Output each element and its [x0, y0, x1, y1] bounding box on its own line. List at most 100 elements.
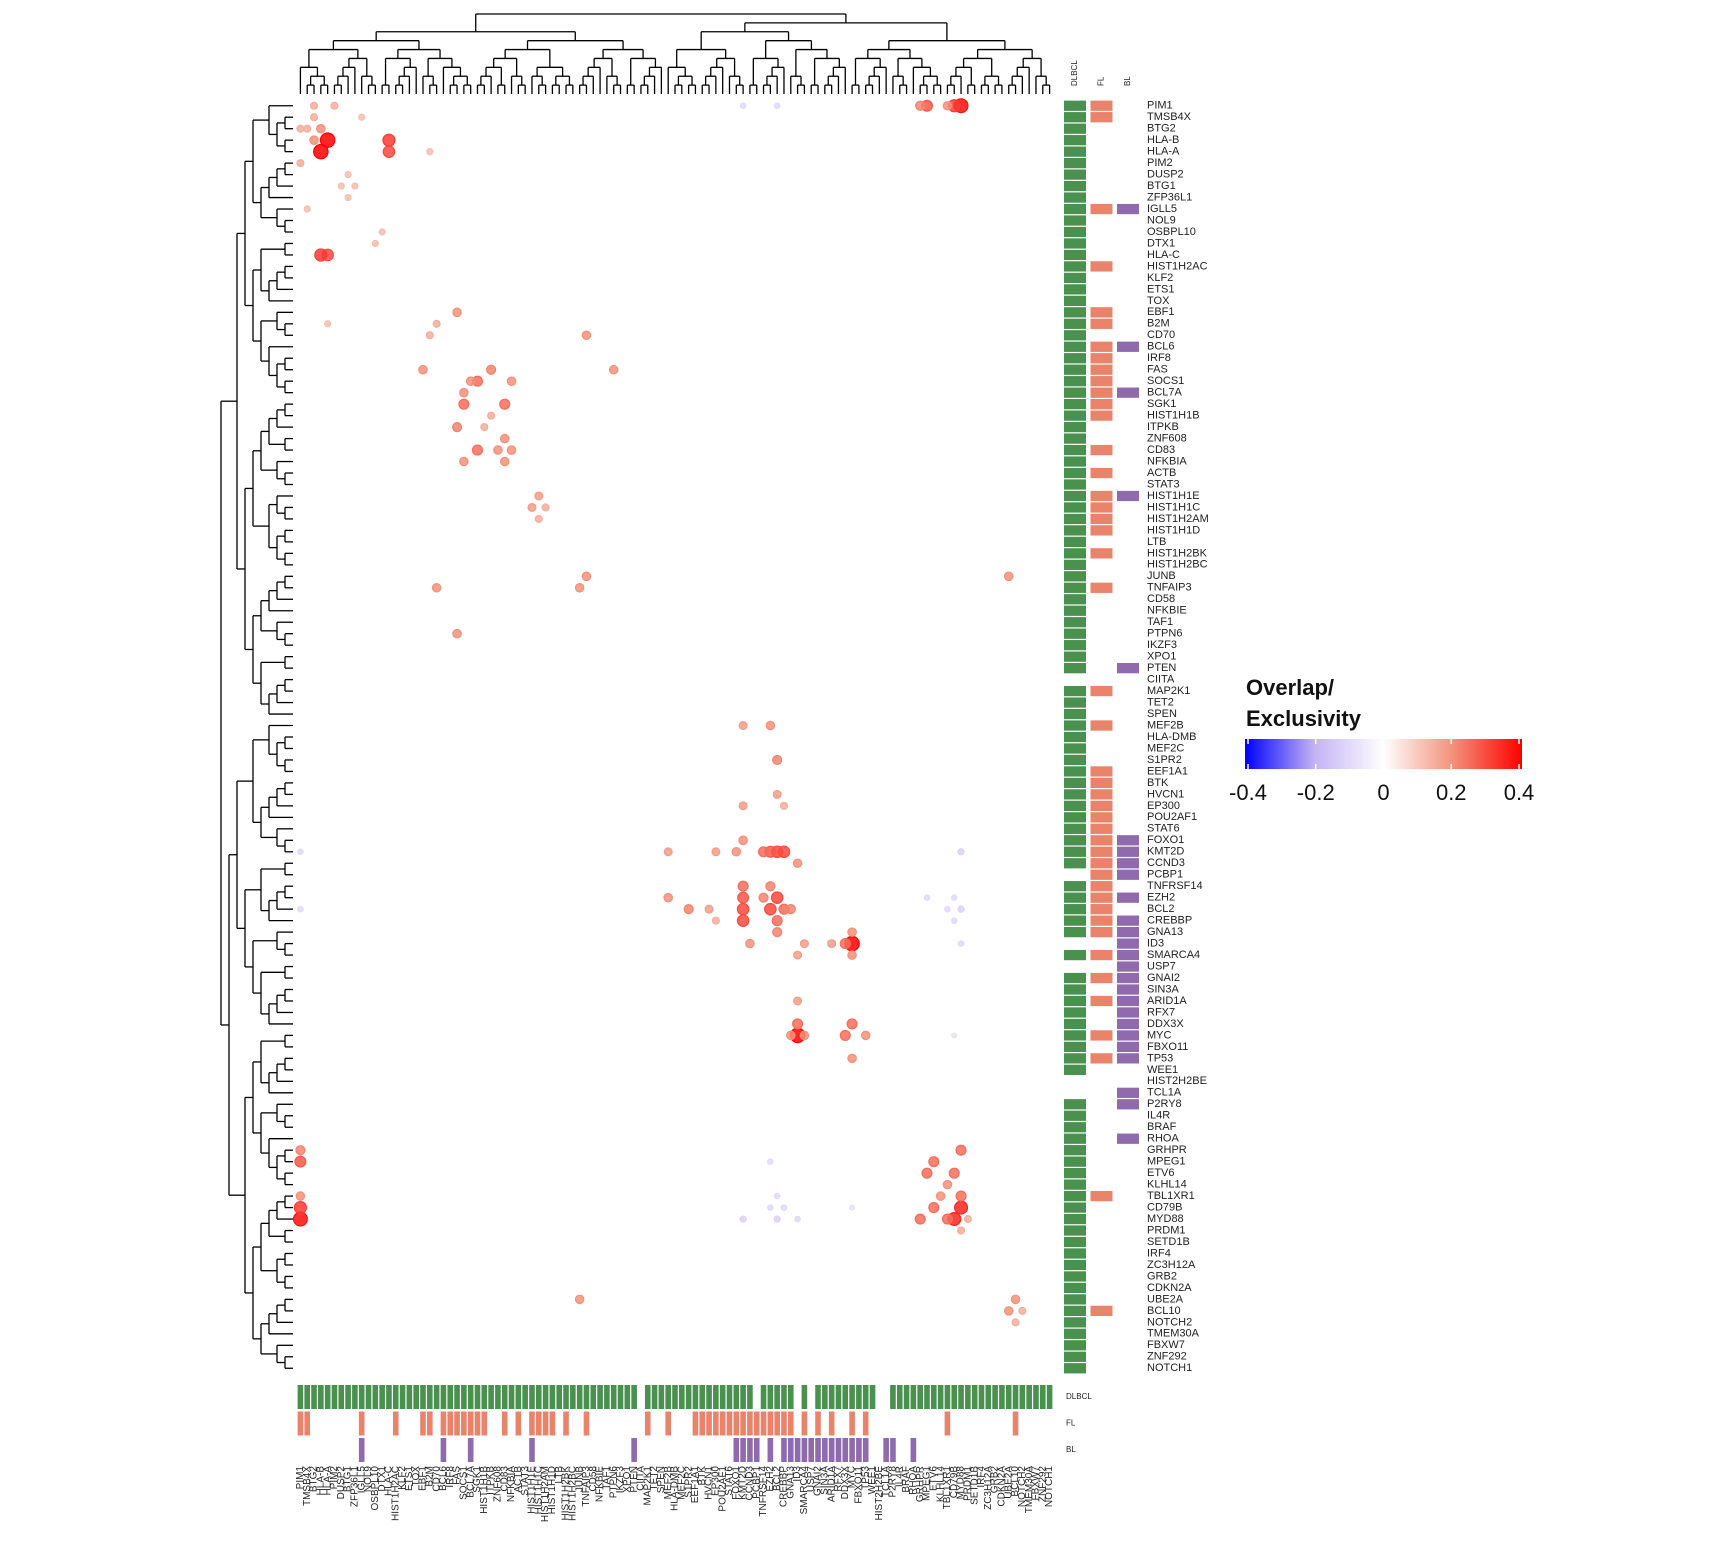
annotation-cell — [815, 1411, 821, 1436]
row-label: IRF4 — [1147, 1247, 1171, 1259]
annotation-cell — [1064, 444, 1086, 456]
row-label: NFKBIA — [1147, 455, 1187, 467]
annotation-cell — [869, 1385, 876, 1409]
annotation-cell — [903, 1385, 910, 1409]
cell-dot — [1003, 571, 1014, 582]
annotation-cell — [1064, 1145, 1086, 1156]
annotation-cell — [1064, 892, 1086, 903]
row-label: HIST1H1C — [1147, 501, 1200, 513]
annotation-cell — [1064, 364, 1086, 375]
row-label: BCL7A — [1147, 387, 1183, 399]
annotation-cell — [856, 1438, 862, 1462]
annotation-cell — [1064, 559, 1086, 570]
annotation-cell — [1090, 467, 1113, 479]
cell-dot — [915, 100, 926, 111]
cell-dot — [942, 100, 953, 111]
row-label: PIM1 — [1147, 100, 1173, 112]
col-label: NOTCH2 — [1017, 1466, 1028, 1508]
annotation-cell — [740, 1385, 746, 1409]
annotation-cell — [474, 1385, 481, 1409]
row-label: B2M — [1147, 318, 1170, 330]
cell-dot — [316, 123, 326, 134]
col-label: DUSP2 — [336, 1466, 347, 1500]
annotation-cell — [1090, 399, 1113, 410]
row-label: SPEN — [1147, 708, 1177, 720]
annotation-cell — [1064, 215, 1086, 226]
annotation-cell — [706, 1411, 712, 1436]
annotation-cell — [529, 1411, 535, 1436]
annotation-cell — [563, 1385, 569, 1409]
col-label: ZC3H12A — [983, 1466, 994, 1510]
col-label: NOL9 — [363, 1466, 374, 1493]
cell-dot — [292, 1211, 308, 1227]
annotation-label: DLBCL — [1066, 1392, 1092, 1401]
cell-dot — [827, 939, 837, 949]
cell-dot — [459, 387, 469, 398]
annotation-cell — [1090, 376, 1113, 387]
annotation-cell — [1090, 410, 1113, 421]
annotation-cell — [672, 1385, 678, 1409]
annotation-cell — [822, 1385, 828, 1409]
annotation-cell — [1064, 1007, 1086, 1018]
row-label: EEF1A1 — [1147, 765, 1188, 777]
col-label: SPEN — [656, 1466, 667, 1493]
annotation-cell — [549, 1385, 556, 1409]
annotation-cell — [1090, 502, 1113, 513]
cell-dot — [792, 858, 803, 869]
annotation-cell — [1064, 1018, 1086, 1030]
annotation-cell — [372, 1385, 379, 1409]
annotation-cell — [1033, 1385, 1039, 1409]
cell-dot — [293, 1200, 308, 1215]
annotation-cell — [501, 1411, 508, 1436]
cell-dot — [736, 902, 750, 916]
annotation-cell — [563, 1411, 569, 1436]
annotation-cell — [352, 1385, 358, 1409]
row-label: ZC3H12A — [1147, 1259, 1196, 1271]
cell-dot — [757, 846, 770, 858]
cell-dot — [846, 1018, 858, 1030]
annotation-cell — [522, 1385, 528, 1409]
annotation-cell — [692, 1411, 699, 1436]
cell-dot — [944, 905, 951, 913]
cell-dot — [297, 848, 304, 856]
row-label: S1PR2 — [1147, 754, 1182, 766]
col-label: MYC — [847, 1466, 858, 1488]
col-label: FBXO11 — [854, 1466, 865, 1504]
annotation-cell — [542, 1411, 549, 1436]
annotation-cell — [1090, 789, 1113, 800]
annotation-cell — [958, 1385, 964, 1409]
col-label: ARID1A — [826, 1466, 837, 1502]
col-label: B2M — [424, 1466, 435, 1487]
cell-dot — [493, 445, 503, 455]
annotation-cell — [896, 1385, 903, 1409]
col-label: HIST1H1E — [527, 1466, 538, 1514]
annotation-cell — [1064, 628, 1086, 639]
row-label: GNA13 — [1147, 926, 1183, 938]
row-label: BCL6 — [1147, 341, 1175, 353]
col-label: NFKBIA — [506, 1466, 517, 1502]
annotation-cell — [1090, 846, 1113, 857]
annotation-cell — [699, 1385, 706, 1409]
annotation-cell — [1090, 869, 1113, 880]
annotation-cell — [617, 1385, 624, 1409]
annotation-cell — [1064, 697, 1086, 708]
annotation-cell — [679, 1385, 685, 1409]
cell-dot — [738, 721, 748, 731]
row-label: GRB2 — [1147, 1270, 1177, 1282]
annotation-cell — [1090, 995, 1113, 1007]
annotation-cell — [787, 1411, 794, 1436]
annotation-cell — [1064, 1168, 1086, 1179]
annotation-cell — [1064, 651, 1086, 662]
col-label: GNA13 — [785, 1466, 796, 1499]
cell-dot — [773, 102, 781, 110]
row-label: ZFP36L1 — [1147, 191, 1192, 203]
cell-dot — [957, 905, 965, 913]
row-label: FBXO11 — [1147, 1041, 1188, 1053]
col-label: SETD1B — [969, 1466, 980, 1505]
annotation-cell — [753, 1411, 760, 1436]
col-label: RHOA — [908, 1466, 919, 1495]
row-label: DUSP2 — [1147, 169, 1184, 181]
annotation-cell — [890, 1385, 896, 1409]
col-label: ITPKB — [486, 1466, 497, 1495]
annotation-cell — [835, 1385, 842, 1409]
